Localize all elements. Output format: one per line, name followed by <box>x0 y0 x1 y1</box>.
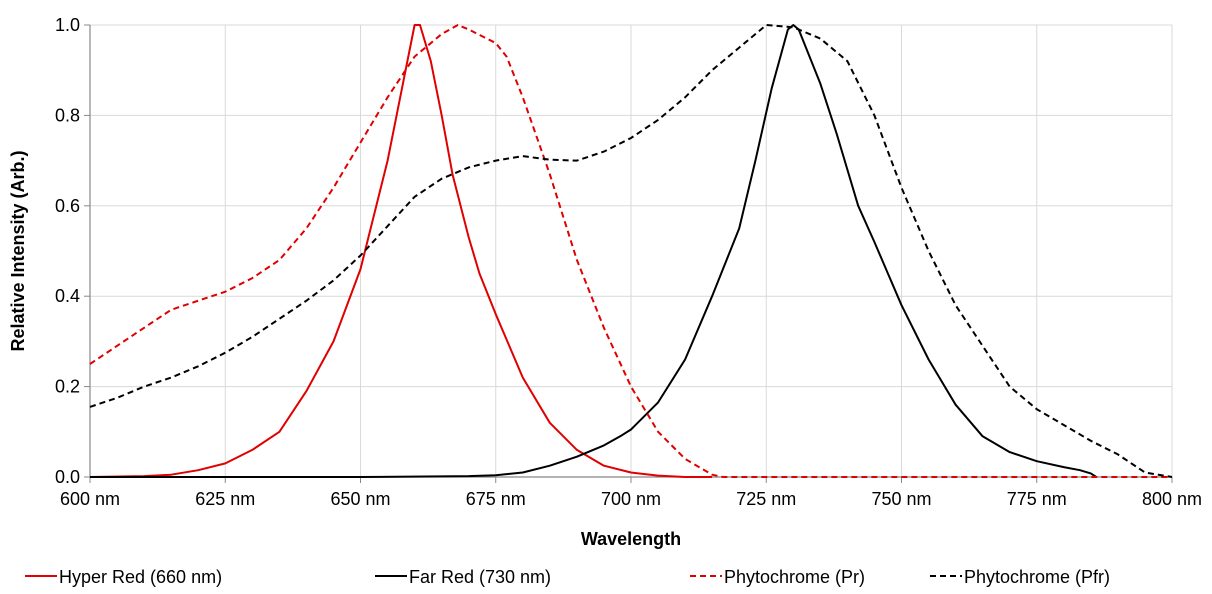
x-tick-label: 750 nm <box>871 489 931 509</box>
x-tick-label: 800 nm <box>1142 489 1202 509</box>
series-line-3 <box>89 24 1172 478</box>
y-axis-title: Relative Intensity (Arb.) <box>8 150 28 351</box>
y-tick-labels: 0.0 0.2 0.4 0.6 0.8 1.0 <box>55 15 80 487</box>
x-tick-label: 625 nm <box>195 489 255 509</box>
x-tick-label: 700 nm <box>601 489 661 509</box>
series-lines <box>89 24 1173 478</box>
x-tick-label: 650 nm <box>330 489 390 509</box>
x-tick-label: 675 nm <box>466 489 526 509</box>
legend-label-1: Hyper Red (660 nm) <box>59 567 222 587</box>
y-tick-label: 0.0 <box>55 467 80 487</box>
series-line-4 <box>89 24 1173 478</box>
x-tick-labels: 600 nm 625 nm 650 nm 675 nm 700 nm 725 nm 750 … <box>60 489 1202 509</box>
legend-label-4: Phytochrome (Pfr) <box>964 567 1110 587</box>
x-tick-label: 725 nm <box>736 489 796 509</box>
y-tick-label: 0.8 <box>55 105 80 125</box>
y-tick-label: 1.0 <box>55 15 80 35</box>
grid-lines <box>89 24 1173 478</box>
legend-label-3: Phytochrome (Pr) <box>724 567 865 587</box>
x-tick-label: 775 nm <box>1007 489 1067 509</box>
y-tick-label: 0.6 <box>55 196 80 216</box>
legend: Hyper Red (660 nm) Far Red (730 nm) Phytoc… <box>25 567 1110 587</box>
x-axis-title: Wavelength <box>581 529 681 549</box>
series-line-1 <box>89 24 713 478</box>
series-line-2 <box>90 24 1097 478</box>
legend-label-2: Far Red (730 nm) <box>409 567 551 587</box>
y-tick-label: 0.2 <box>55 377 80 397</box>
x-tick-label: 600 nm <box>60 489 120 509</box>
axes <box>84 24 1173 483</box>
y-tick-label: 0.4 <box>55 286 80 306</box>
